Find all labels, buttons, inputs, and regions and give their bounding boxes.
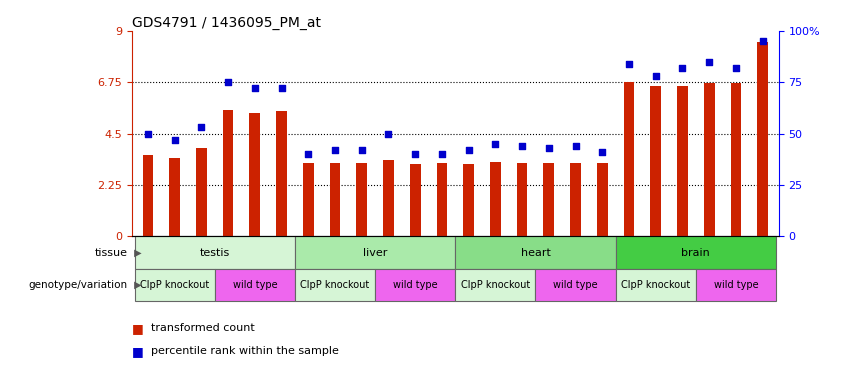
Text: ClpP knockout: ClpP knockout xyxy=(460,280,530,290)
Text: percentile rank within the sample: percentile rank within the sample xyxy=(151,346,339,356)
Text: wild type: wild type xyxy=(232,280,277,290)
Text: tissue: tissue xyxy=(94,248,128,258)
Point xyxy=(649,73,663,79)
Bar xyxy=(249,113,260,237)
Point xyxy=(756,38,769,44)
Text: ▶: ▶ xyxy=(131,248,141,258)
Point xyxy=(328,147,342,153)
Bar xyxy=(490,162,500,237)
Bar xyxy=(544,163,554,237)
Bar xyxy=(196,149,207,237)
Text: ClpP knockout: ClpP knockout xyxy=(300,280,369,290)
Bar xyxy=(295,237,455,269)
Point xyxy=(221,79,235,85)
Text: wild type: wild type xyxy=(714,280,758,290)
Point xyxy=(516,143,529,149)
Bar xyxy=(677,86,688,237)
Bar xyxy=(517,163,528,237)
Bar xyxy=(223,109,233,237)
Text: liver: liver xyxy=(363,248,387,258)
Bar xyxy=(615,237,776,269)
Bar xyxy=(455,237,615,269)
Text: ClpP knockout: ClpP knockout xyxy=(621,280,690,290)
Bar xyxy=(463,164,474,237)
Bar xyxy=(375,269,455,301)
Bar xyxy=(169,157,180,237)
Text: brain: brain xyxy=(682,248,711,258)
Bar xyxy=(383,160,394,237)
Point xyxy=(622,61,636,67)
Point xyxy=(676,65,689,71)
Text: GDS4791 / 1436095_PM_at: GDS4791 / 1436095_PM_at xyxy=(132,16,321,30)
Point xyxy=(355,147,368,153)
Text: ■: ■ xyxy=(132,322,144,335)
Bar xyxy=(357,163,367,237)
Text: ClpP knockout: ClpP knockout xyxy=(140,280,209,290)
Point xyxy=(408,151,422,157)
Point xyxy=(542,145,556,151)
Bar xyxy=(437,163,448,237)
Bar xyxy=(535,269,615,301)
Point xyxy=(568,143,582,149)
Bar xyxy=(730,83,741,237)
Bar xyxy=(757,42,768,237)
Text: wild type: wild type xyxy=(553,280,598,290)
Point xyxy=(435,151,448,157)
Text: heart: heart xyxy=(521,248,551,258)
Text: wild type: wild type xyxy=(393,280,437,290)
Text: ■: ■ xyxy=(132,345,144,358)
Bar xyxy=(410,164,420,237)
Bar xyxy=(303,163,314,237)
Text: ▶: ▶ xyxy=(131,280,141,290)
Bar xyxy=(134,269,214,301)
Bar xyxy=(295,269,375,301)
Point xyxy=(141,131,155,137)
Bar xyxy=(277,111,287,237)
Point xyxy=(195,124,208,131)
Bar xyxy=(143,155,153,237)
Bar xyxy=(650,86,661,237)
Bar xyxy=(696,269,776,301)
Point xyxy=(381,131,395,137)
Point xyxy=(168,137,181,143)
Bar xyxy=(615,269,696,301)
Point xyxy=(275,85,288,91)
Bar xyxy=(134,237,295,269)
Bar xyxy=(214,269,295,301)
Bar xyxy=(329,163,340,237)
Point xyxy=(729,65,743,71)
Bar xyxy=(624,82,634,237)
Point xyxy=(248,85,261,91)
Point xyxy=(702,58,716,65)
Text: testis: testis xyxy=(200,248,230,258)
Bar xyxy=(597,163,608,237)
Point xyxy=(462,147,476,153)
Point xyxy=(301,151,315,157)
Point xyxy=(488,141,502,147)
Bar xyxy=(455,269,535,301)
Point xyxy=(596,149,609,155)
Text: transformed count: transformed count xyxy=(151,323,254,333)
Bar xyxy=(704,83,715,237)
Bar xyxy=(570,163,581,237)
Text: genotype/variation: genotype/variation xyxy=(29,280,128,290)
